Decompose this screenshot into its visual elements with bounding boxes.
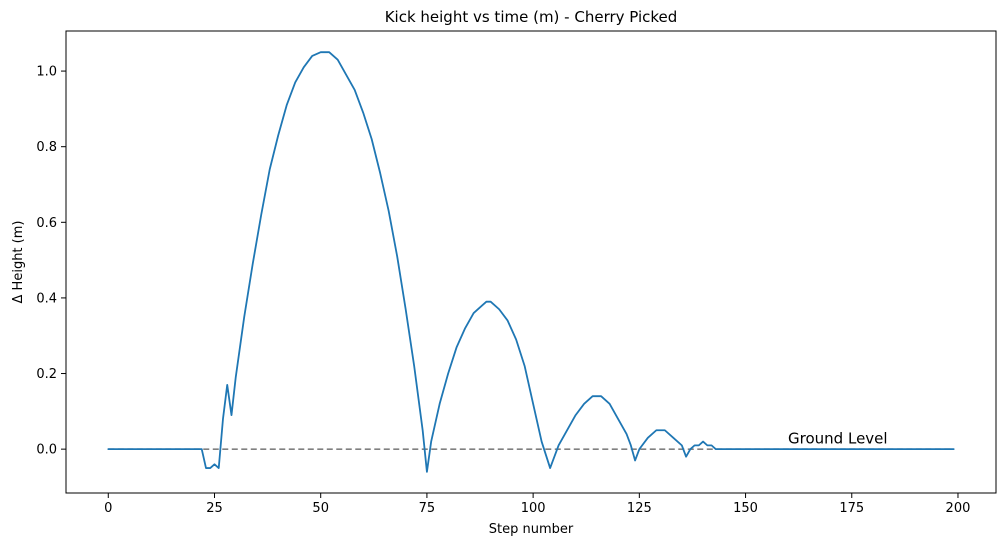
x-tick-label: 150 (733, 501, 758, 516)
x-tick-label: 50 (312, 501, 329, 516)
x-tick-label: 25 (206, 501, 223, 516)
x-tick-label: 100 (521, 501, 546, 516)
ground-level-label: Ground Level (788, 429, 888, 447)
y-tick-label: 0.6 (36, 216, 57, 231)
y-tick-label: 0.8 (36, 140, 57, 155)
y-tick-label: 0.2 (36, 367, 57, 382)
y-axis-label: Δ Height (m) (11, 221, 26, 304)
x-axis-label: Step number (489, 522, 574, 537)
y-tick-label: 1.0 (36, 65, 57, 80)
series-line-0 (107, 51, 955, 473)
chart-title: Kick height vs time (m) - Cherry Picked (385, 8, 678, 26)
y-tick-label: 0.4 (36, 291, 57, 306)
y-tick-label: 0.0 (36, 443, 57, 458)
x-tick-label: 0 (104, 501, 112, 516)
plot-frame (65, 30, 997, 494)
plot-area: 0 25 50 75 100 125 150 175 200 0.0 0.2 0.4 0.6 0.8 1.0 (36, 30, 997, 516)
x-tick-label: 125 (627, 501, 652, 516)
x-tick-label: 200 (946, 501, 971, 516)
x-tick-label: 175 (839, 501, 864, 516)
x-tick-label: 75 (419, 501, 436, 516)
